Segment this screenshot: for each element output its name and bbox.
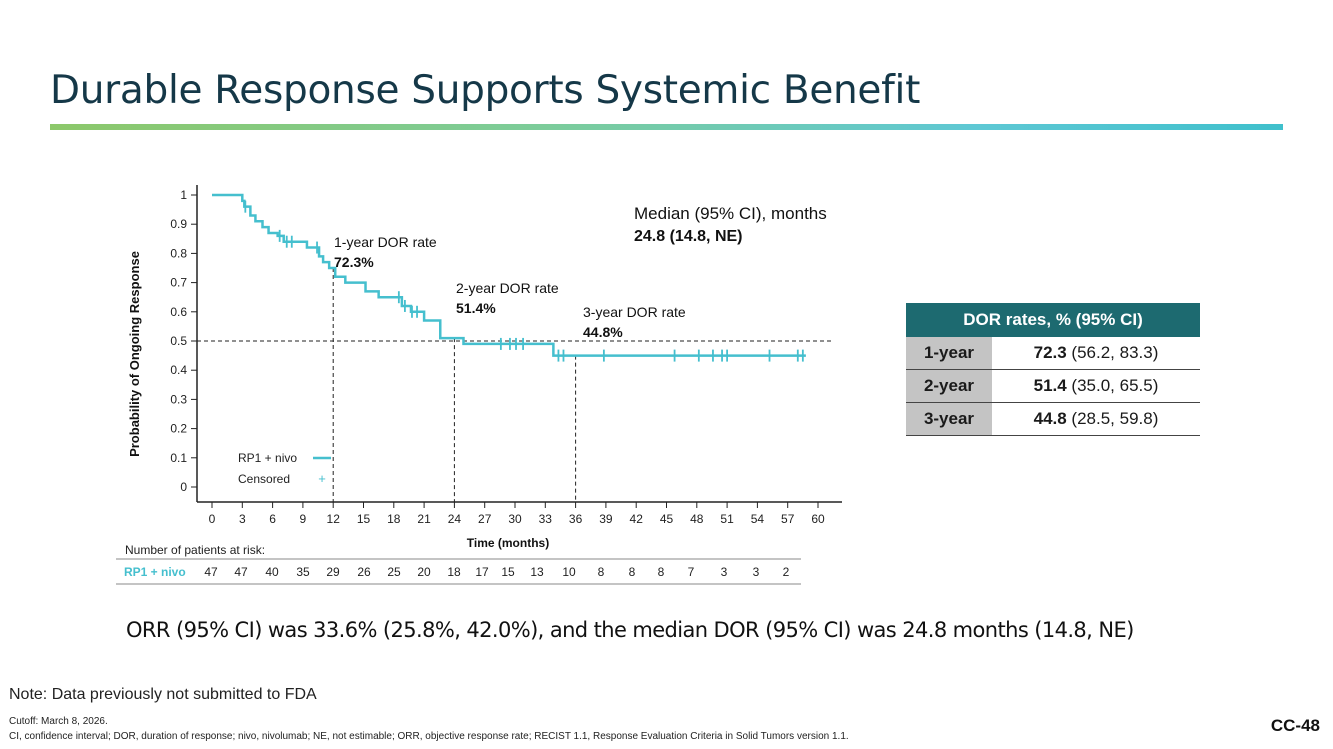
x-tick-label: 0 <box>209 512 216 526</box>
y-tick-label: 0.4 <box>170 363 187 377</box>
y-tick-label: 0.5 <box>170 334 187 348</box>
at-risk-count: 13 <box>530 565 544 579</box>
y-axis-label: Probability of Ongoing Response <box>127 251 142 457</box>
x-tick-label: 51 <box>720 512 734 526</box>
footnote-abbreviations: CI, confidence interval; DOR, duration o… <box>9 731 849 742</box>
dor-row-year: 1-year <box>906 337 992 370</box>
x-tick-label: 3 <box>239 512 246 526</box>
x-tick-label: 12 <box>327 512 341 526</box>
footnote-cutoff: Cutoff: March 8, 2026. <box>9 716 108 727</box>
table-row: 1-year 72.3 (56.2, 83.3) <box>906 337 1200 370</box>
dor-row-value: 72.3 (56.2, 83.3) <box>992 337 1200 370</box>
x-tick-label: 9 <box>300 512 307 526</box>
median-value: 24.8 (14.8, NE) <box>634 228 743 245</box>
x-tick-label: 45 <box>660 512 674 526</box>
dor-rate: 51.4 <box>1033 376 1067 395</box>
x-tick-label: 36 <box>569 512 583 526</box>
x-tick-label: 39 <box>599 512 613 526</box>
dor-table-header: DOR rates, % (95% CI) <box>906 303 1200 337</box>
y-tick-label: 0.1 <box>170 451 187 465</box>
at-risk-count: 17 <box>475 565 489 579</box>
note-text: Note: Data previously not submitted to F… <box>9 686 317 703</box>
at-risk-title: Number of patients at risk: <box>125 543 265 557</box>
at-risk-count: 20 <box>417 565 431 579</box>
at-risk-count: 8 <box>658 565 665 579</box>
dor-rate-annotation-value: 72.3% <box>334 254 374 270</box>
table-row: 3-year 44.8 (28.5, 59.8) <box>906 402 1200 436</box>
dor-rate: 72.3 <box>1033 343 1067 362</box>
slide-title: Durable Response Supports Systemic Benef… <box>50 68 921 113</box>
y-tick-label: 0 <box>180 480 187 494</box>
legend-label-series: RP1 + nivo <box>238 451 297 465</box>
slide-number: CC-48 <box>1270 716 1320 735</box>
at-risk-count: 3 <box>753 565 760 579</box>
at-risk-count: 25 <box>387 565 401 579</box>
median-label: Median (95% CI), months <box>634 204 827 223</box>
x-tick-label: 18 <box>387 512 401 526</box>
at-risk-count: 26 <box>357 565 371 579</box>
at-risk-count: 35 <box>296 565 310 579</box>
dor-row-value: 51.4 (35.0, 65.5) <box>992 369 1200 403</box>
dor-ci: (28.5, 59.8) <box>1066 409 1159 428</box>
dor-ci: (35.0, 65.5) <box>1066 376 1159 395</box>
x-tick-label: 6 <box>269 512 276 526</box>
x-tick-label: 33 <box>539 512 553 526</box>
km-curve-rp1-nivo <box>212 193 806 357</box>
x-tick-label: 60 <box>811 512 825 526</box>
y-tick-label: 0.8 <box>170 246 187 260</box>
at-risk-count: 47 <box>204 565 218 579</box>
at-risk-count: 40 <box>265 565 279 579</box>
dor-rates-table: DOR rates, % (95% CI) 1-year 72.3 (56.2,… <box>906 303 1200 436</box>
dor-rate-annotation-value: 51.4% <box>456 300 496 316</box>
at-risk-count: 47 <box>234 565 248 579</box>
y-tick-label: 0.9 <box>170 217 187 231</box>
y-tick-label: 0.6 <box>170 305 187 319</box>
y-tick-label: 0.2 <box>170 422 187 436</box>
dor-rate-annotation-value: 44.8% <box>583 324 623 340</box>
dor-row-year: 3-year <box>906 402 992 436</box>
dor-ci: (56.2, 83.3) <box>1066 343 1159 362</box>
x-axis-label: Time (months) <box>467 536 549 550</box>
at-risk-row-label: RP1 + nivo <box>124 565 186 579</box>
x-tick-label: 42 <box>630 512 644 526</box>
dor-rate-annotation-label: 2-year DOR rate <box>456 280 559 296</box>
at-risk-count: 29 <box>326 565 340 579</box>
y-tick-label: 0.3 <box>170 392 187 406</box>
x-tick-label: 30 <box>508 512 522 526</box>
at-risk-count: 8 <box>598 565 605 579</box>
at-risk-count: 2 <box>783 565 790 579</box>
x-tick-label: 48 <box>690 512 704 526</box>
at-risk-count: 8 <box>629 565 636 579</box>
x-tick-label: 15 <box>357 512 371 526</box>
dor-rate-annotation-label: 1-year DOR rate <box>334 234 437 250</box>
title-underline <box>50 124 1283 130</box>
y-tick-label: 0.7 <box>170 276 187 290</box>
x-tick-label: 24 <box>448 512 462 526</box>
at-risk-count: 3 <box>721 565 728 579</box>
x-tick-label: 54 <box>751 512 765 526</box>
at-risk-count: 7 <box>688 565 695 579</box>
dor-rate: 44.8 <box>1033 409 1067 428</box>
summary-statement: ORR (95% CI) was 33.6% (25.8%, 42.0%), a… <box>126 618 1134 642</box>
x-tick-label: 21 <box>417 512 431 526</box>
at-risk-count: 18 <box>447 565 461 579</box>
at-risk-count: 10 <box>562 565 576 579</box>
legend-censor-symbol: + <box>318 471 326 486</box>
dor-rate-annotation-label: 3-year DOR rate <box>583 304 686 320</box>
x-tick-label: 57 <box>781 512 795 526</box>
at-risk-count: 15 <box>501 565 515 579</box>
dor-row-value: 44.8 (28.5, 59.8) <box>992 402 1200 436</box>
y-tick-label: 1 <box>180 188 187 202</box>
x-tick-label: 27 <box>478 512 492 526</box>
dor-row-year: 2-year <box>906 369 992 403</box>
table-row: 2-year 51.4 (35.0, 65.5) <box>906 369 1200 403</box>
legend-label-censored: Censored <box>238 472 290 486</box>
